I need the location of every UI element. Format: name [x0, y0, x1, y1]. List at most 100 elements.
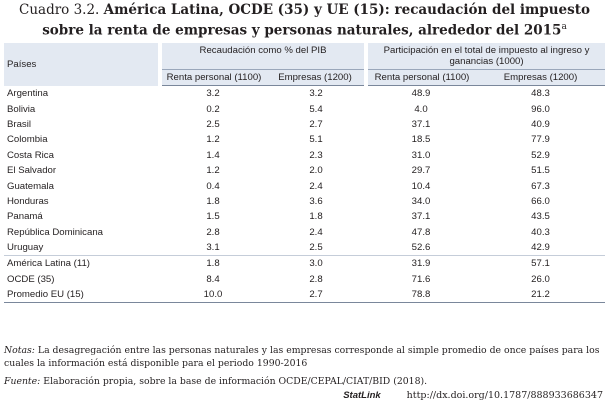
cell: 57.1 — [531, 258, 550, 270]
cell: 3.1 — [160, 239, 266, 257]
cell: 96.0 — [531, 103, 550, 115]
title-sup: a — [561, 22, 567, 32]
cell: 51.5 — [531, 165, 550, 177]
statlink: StatLink http://dx.doi.org/10.1787/888933… — [343, 390, 603, 401]
cell: 31.9 — [411, 258, 431, 270]
country: Argentina — [7, 87, 49, 99]
cell: 37.1 — [411, 211, 431, 223]
row: Panamá 1.5 1.8 37.1 43.5 — [4, 209, 605, 224]
cell: 1.8 — [309, 211, 323, 223]
cell: 43.5 — [531, 211, 550, 223]
notes-label: Notas: — [4, 345, 35, 356]
cell: 8.4 — [206, 273, 220, 285]
cell: 5.1 — [309, 134, 323, 146]
row: Uruguay 3.1 2.5 52.6 42.9 — [4, 239, 606, 257]
country: El Salvador — [7, 165, 57, 177]
row: República Dominicana 2.8 2.4 47.8 40.3 — [4, 225, 605, 240]
cell: 10.0 — [160, 287, 266, 304]
cell: 1.2 — [206, 165, 220, 177]
country: Colombia — [7, 134, 48, 146]
row: Promedio EU (15) 10.0 2.7 78.8 21.2 — [4, 287, 606, 304]
row: Brasil 2.5 2.7 37.1 40.9 — [4, 117, 605, 132]
cell: 48.9 — [411, 88, 431, 100]
source: Fuente: Elaboración propia, sobre la bas… — [4, 375, 605, 388]
cell: 37.1 — [411, 118, 431, 130]
group-header: Recaudación como % del PIB — [157, 43, 367, 70]
cell: 10.4 — [411, 180, 431, 192]
country: Panamá — [7, 211, 43, 223]
cell: 40.3 — [531, 226, 550, 238]
group-header: Participación en el total de impuesto al… — [364, 43, 606, 70]
source-text: Elaboración propia, sobre la base de inf… — [43, 376, 428, 387]
country: Costa Rica — [7, 149, 54, 161]
country: Promedio EU (15) — [4, 287, 160, 304]
cell: 34.0 — [411, 195, 431, 207]
sub-header: Renta personal (1100) — [158, 69, 266, 86]
row: Honduras 1.8 3.6 34.0 66.0 — [4, 194, 605, 209]
country: Guatemala — [7, 180, 54, 192]
row: Colombia 1.2 5.1 18.5 77.9 — [4, 132, 605, 147]
cell: 26.0 — [531, 273, 550, 285]
cell: 2.5 — [266, 239, 367, 257]
cell: 42.9 — [476, 239, 606, 257]
source-label: Fuente: — [4, 376, 41, 387]
cell: 77.9 — [531, 134, 550, 146]
row: OCDE (35) 8.4 2.8 71.6 26.0 — [4, 272, 605, 287]
cell: 2.0 — [309, 165, 323, 177]
country: Brasil — [7, 118, 31, 130]
sub-header: Empresas (1200) — [266, 69, 367, 86]
cell: 2.4 — [309, 180, 323, 192]
notes: Notas: La desagregación entre las person… — [4, 344, 605, 370]
country: Uruguay — [4, 239, 160, 257]
cell: 2.7 — [266, 287, 367, 304]
country: Bolivia — [7, 103, 36, 115]
row: Argentina 3.2 3.2 48.9 48.3 — [4, 86, 605, 102]
country: América Latina (11) — [7, 258, 91, 270]
table: Países Recaudación como % del PIB Partic… — [4, 43, 606, 304]
cell: 1.5 — [206, 211, 220, 223]
cell: 3.2 — [309, 88, 323, 100]
row: Bolivia 0.2 5.4 4.0 96.0 — [4, 101, 605, 116]
country: OCDE (35) — [7, 273, 55, 285]
statlink-url[interactable]: http://dx.doi.org/10.1787/888933686347 — [406, 390, 603, 401]
cell: 1.2 — [206, 134, 220, 146]
sub-header: Empresas (1200) — [476, 69, 606, 86]
cell: 48.3 — [531, 88, 550, 100]
cell: 2.7 — [309, 118, 323, 130]
cell: 71.6 — [411, 273, 431, 285]
cell: 3.0 — [309, 258, 323, 270]
title-text: América Latina, OCDE (35) y UE (15): rec… — [42, 2, 590, 39]
title-label: Cuadro 3.2. — [19, 2, 100, 18]
cell: 1.8 — [206, 258, 220, 270]
cell: 52.9 — [531, 149, 550, 161]
row: América Latina (11) 1.8 3.0 31.9 57.1 — [4, 256, 605, 272]
cell: 4.0 — [414, 103, 428, 115]
cell: 78.8 — [366, 287, 477, 304]
cell: 52.6 — [366, 239, 477, 257]
country: Honduras — [7, 195, 49, 207]
cell: 66.0 — [531, 195, 550, 207]
row: Guatemala 0.4 2.4 10.4 67.3 — [4, 178, 605, 193]
cell: 47.8 — [411, 226, 431, 238]
cell: 2.4 — [309, 226, 323, 238]
cell: 40.9 — [531, 118, 550, 130]
notes-text: La desagregación entre las personas natu… — [4, 345, 600, 369]
cell: 0.2 — [206, 103, 220, 115]
cell: 0.4 — [206, 180, 220, 192]
statlink-label: StatLink — [343, 390, 381, 401]
cell: 1.8 — [206, 195, 220, 207]
cell: 29.7 — [411, 165, 431, 177]
cell: 5.4 — [309, 103, 323, 115]
cell: 1.4 — [206, 149, 220, 161]
cell: 3.2 — [206, 88, 220, 100]
title: Cuadro 3.2. América Latina, OCDE (35) y … — [4, 2, 605, 40]
cell: 67.3 — [531, 180, 550, 192]
sub-header: Renta personal (1100) — [364, 69, 477, 86]
row: El Salvador 1.2 2.0 29.7 51.5 — [4, 163, 605, 178]
row: Costa Rica 1.4 2.3 31.0 52.9 — [4, 148, 605, 163]
cell: 3.6 — [309, 195, 323, 207]
country: República Dominicana — [7, 226, 103, 238]
cell: 2.3 — [309, 149, 323, 161]
cell: 31.0 — [411, 149, 431, 161]
